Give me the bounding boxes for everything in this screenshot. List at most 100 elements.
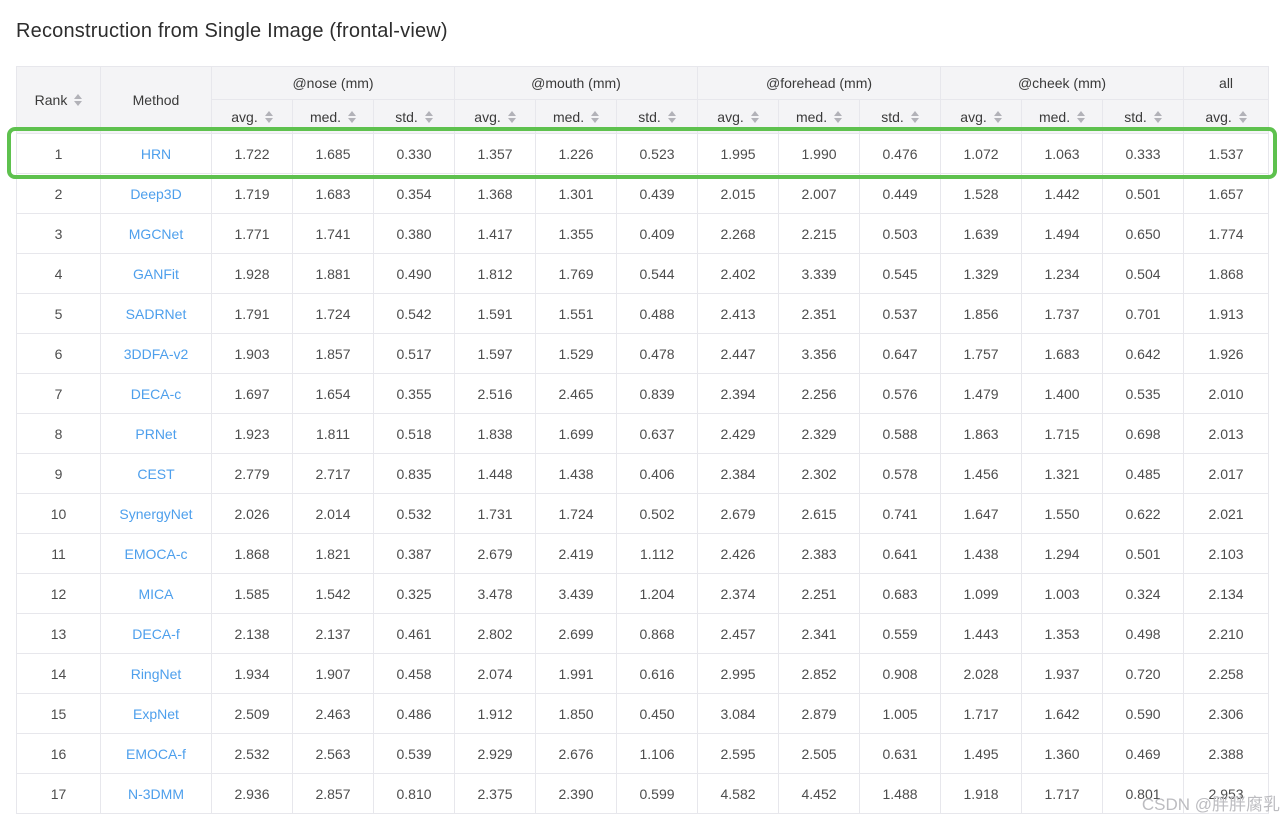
value-cell: 1.654 — [292, 373, 374, 414]
table-row: 6 3DDFA-v2 1.903 1.857 0.517 1.597 1.529 0.478 2… — [16, 333, 1270, 374]
col-subheader-med-10[interactable]: med. — [1021, 99, 1104, 134]
value-cell: 2.021 — [1183, 493, 1270, 534]
value-cell: 1.443 — [940, 613, 1023, 654]
method-link[interactable]: MICA — [138, 585, 174, 602]
group-header-mouth: @mouth (mm) — [454, 66, 699, 100]
value-cell: 0.476 — [859, 133, 942, 174]
value-cell: 2.103 — [1183, 533, 1270, 574]
method-link[interactable]: ExpNet — [133, 705, 179, 722]
value-cell: 0.559 — [859, 613, 942, 654]
sort-icon — [74, 94, 83, 107]
value-cell: 2.717 — [292, 453, 374, 494]
method-link[interactable]: PRNet — [135, 425, 177, 442]
value-cell: 0.333 — [1102, 133, 1185, 174]
method-cell: PRNet — [100, 413, 212, 454]
value-cell: 1.204 — [616, 573, 699, 614]
table-row: 16 EMOCA-f 2.532 2.563 0.539 2.929 2.676 1.106 2… — [16, 733, 1270, 774]
method-link[interactable]: Deep3D — [130, 185, 182, 202]
value-cell: 1.542 — [292, 573, 374, 614]
value-cell: 1.321 — [1021, 453, 1104, 494]
method-link[interactable]: DECA-c — [130, 385, 182, 402]
value-cell: 1.005 — [859, 693, 942, 734]
subheader-label: med. — [309, 108, 342, 125]
value-cell: 1.683 — [1021, 333, 1104, 374]
col-subheader-avg-6[interactable]: avg. — [697, 99, 780, 134]
col-subheader-avg-12[interactable]: avg. — [1183, 99, 1270, 134]
value-cell: 1.528 — [940, 173, 1023, 214]
value-cell: 0.642 — [1102, 333, 1185, 374]
subheader-label: std. — [1124, 108, 1147, 125]
value-cell: 2.509 — [211, 693, 293, 734]
value-cell: 0.450 — [616, 693, 699, 734]
value-cell: 2.852 — [778, 653, 861, 694]
col-subheader-avg-0[interactable]: avg. — [211, 99, 293, 134]
col-subheader-med-1[interactable]: med. — [292, 99, 374, 134]
rank-cell: 8 — [16, 413, 101, 454]
method-cell: MGCNet — [100, 213, 212, 254]
method-link[interactable]: EMOCA-f — [126, 745, 186, 762]
value-cell: 1.724 — [292, 293, 374, 334]
value-cell: 1.438 — [535, 453, 618, 494]
value-cell: 0.330 — [372, 133, 456, 174]
value-cell: 1.719 — [211, 173, 293, 214]
value-cell: 0.631 — [859, 733, 942, 774]
value-cell: 2.465 — [535, 373, 618, 414]
value-cell: 2.251 — [778, 573, 861, 614]
method-link[interactable]: 3DDFA-v2 — [123, 345, 189, 362]
subheader-label: med. — [795, 108, 828, 125]
value-cell: 2.447 — [697, 333, 780, 374]
value-cell: 2.384 — [697, 453, 780, 494]
sort-icon — [750, 110, 759, 123]
value-cell: 2.802 — [454, 613, 537, 654]
value-cell: 1.737 — [1021, 293, 1104, 334]
method-link[interactable]: DECA-f — [132, 625, 180, 642]
value-cell: 0.406 — [616, 453, 699, 494]
method-link[interactable]: RingNet — [130, 665, 182, 682]
group-header-forehead: @forehead (mm) — [697, 66, 942, 100]
method-link[interactable]: SynergyNet — [119, 505, 193, 522]
col-subheader-avg-3[interactable]: avg. — [454, 99, 537, 134]
value-cell: 2.532 — [211, 733, 293, 774]
value-cell: 0.578 — [859, 453, 942, 494]
value-cell: 2.306 — [1183, 693, 1270, 734]
sort-icon — [591, 110, 600, 123]
method-link[interactable]: CEST — [137, 465, 175, 482]
value-cell: 0.539 — [372, 733, 456, 774]
col-subheader-med-4[interactable]: med. — [535, 99, 618, 134]
method-link[interactable]: EMOCA-c — [124, 545, 188, 562]
method-link[interactable]: N-3DMM — [128, 785, 184, 802]
value-cell: 2.015 — [697, 173, 780, 214]
value-cell: 1.368 — [454, 173, 537, 214]
col-subheader-avg-9[interactable]: avg. — [940, 99, 1023, 134]
value-cell: 1.771 — [211, 213, 293, 254]
value-cell: 1.903 — [211, 333, 293, 374]
value-cell: 2.429 — [697, 413, 780, 454]
value-cell: 0.647 — [859, 333, 942, 374]
value-cell: 1.757 — [940, 333, 1023, 374]
value-cell: 0.504 — [1102, 253, 1185, 294]
method-link[interactable]: SADRNet — [125, 305, 187, 322]
subheader-label: avg. — [717, 108, 744, 125]
value-cell: 0.501 — [1102, 173, 1185, 214]
value-cell: 1.112 — [616, 533, 699, 574]
method-link[interactable]: MGCNet — [128, 225, 184, 242]
value-cell: 1.072 — [940, 133, 1023, 174]
col-header-rank[interactable]: Rank — [16, 66, 101, 134]
value-cell: 3.439 — [535, 573, 618, 614]
value-cell: 2.457 — [697, 613, 780, 654]
value-cell: 0.535 — [1102, 373, 1185, 414]
table-row: 10 SynergyNet 2.026 2.014 0.532 1.731 1.724 0.5… — [16, 493, 1270, 534]
method-link[interactable]: GANFit — [133, 265, 179, 282]
col-subheader-std-11[interactable]: std. — [1102, 99, 1185, 134]
method-link[interactable]: HRN — [140, 145, 172, 162]
col-subheader-std-8[interactable]: std. — [859, 99, 942, 134]
value-cell: 2.563 — [292, 733, 374, 774]
col-subheader-std-2[interactable]: std. — [372, 99, 456, 134]
table-row: 2 Deep3D 1.719 1.683 0.354 1.368 1.301 0.439 2.0… — [16, 173, 1270, 214]
table-row: 5 SADRNet 1.791 1.724 0.542 1.591 1.551 0.488 2.… — [16, 293, 1270, 334]
col-subheader-std-5[interactable]: std. — [616, 99, 699, 134]
col-subheader-med-7[interactable]: med. — [778, 99, 861, 134]
value-cell: 1.456 — [940, 453, 1023, 494]
value-cell: 1.699 — [535, 413, 618, 454]
value-cell: 0.599 — [616, 773, 699, 814]
